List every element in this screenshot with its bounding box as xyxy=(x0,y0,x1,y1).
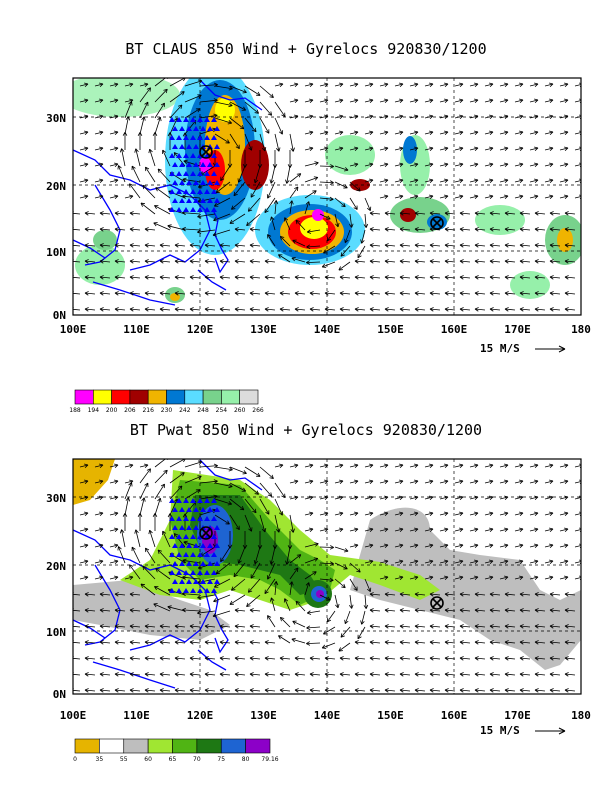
colorbar-label: 254 xyxy=(216,407,228,414)
colorbar-label: 242 xyxy=(179,407,191,414)
colorbar-swatch xyxy=(123,738,149,754)
x-tick-label: 160E xyxy=(441,323,468,336)
colorbar-label: 65 xyxy=(169,756,177,763)
panel1-title: BT CLAUS 850 Wind + Gyrelocs 920830/1200 xyxy=(125,40,487,58)
colorbar-label: 266 xyxy=(252,407,264,414)
colorbar-label: 188 xyxy=(69,407,81,414)
colorbar-swatch xyxy=(245,738,271,754)
x-tick-label: 120E xyxy=(187,709,214,722)
x-tick-label: 130E xyxy=(250,323,277,336)
y-tick-label: 20N xyxy=(46,560,66,573)
x-tick-label: 170E xyxy=(504,709,531,722)
gyre-location-icon xyxy=(430,216,444,230)
vector-reference-label: 15 M/S xyxy=(480,342,520,355)
colorbar-label: 200 xyxy=(106,407,118,414)
x-tick-label: 170E xyxy=(504,323,531,336)
colorbar-swatch xyxy=(129,389,149,405)
colorbar-label: 35 xyxy=(96,756,104,763)
colorbar-swatch xyxy=(99,738,125,754)
colorbar-swatch xyxy=(221,389,240,405)
colorbar-swatch xyxy=(147,738,173,754)
colorbar-label: 216 xyxy=(142,407,154,414)
colorbar-swatch xyxy=(74,738,100,754)
x-tick-label: 110E xyxy=(123,323,150,336)
x-tick-label: 120E xyxy=(187,323,214,336)
x-tick-label: 110E xyxy=(123,709,150,722)
colorbar-swatch xyxy=(184,389,204,405)
colorbar-swatch xyxy=(93,389,112,405)
y-tick-label: 0N xyxy=(53,309,66,322)
colorbar-label: 194 xyxy=(88,407,100,414)
colorbar-label: 75 xyxy=(217,756,225,763)
colorbar-swatch xyxy=(111,389,131,405)
y-tick-label: 10N xyxy=(46,246,66,259)
colorbar: 0 35 55 60 65 70 75 80 79.16 xyxy=(73,738,279,763)
y-tick-label: 0N xyxy=(53,688,66,701)
colorbar-label: 79.16 xyxy=(261,756,278,763)
x-tick-label: 150E xyxy=(377,709,404,722)
y-tick-label: 10N xyxy=(46,626,66,639)
station-markers xyxy=(169,117,220,212)
gyre-location-icon xyxy=(199,526,213,540)
x-tick-label: 150E xyxy=(377,323,404,336)
wind-vectors xyxy=(73,78,581,312)
colorbar-label: 230 xyxy=(161,407,173,414)
x-tick-label: 130E xyxy=(250,709,277,722)
colorbar-label: 55 xyxy=(120,756,128,763)
station-markers xyxy=(169,498,220,593)
x-tick-label: 180 xyxy=(571,323,591,336)
x-tick-label: 100E xyxy=(60,709,87,722)
colorbar-swatch xyxy=(196,738,222,754)
colorbar-label: 248 xyxy=(197,407,209,414)
x-tick-label: 100E xyxy=(60,323,87,336)
colorbar-label: 260 xyxy=(234,407,246,414)
colorbar-swatch xyxy=(220,738,246,754)
panel2-title: BT Pwat 850 Wind + Gyrelocs 920830/1200 xyxy=(129,421,483,439)
x-tick-label: 180 xyxy=(571,709,591,722)
wind-vectors xyxy=(73,459,581,693)
panel2-map xyxy=(72,458,582,695)
colorbar: 188 194 200 206 216 230 242 248 254 260 266 xyxy=(69,389,264,414)
y-tick-label: 30N xyxy=(46,492,66,505)
colorbar-label: 70 xyxy=(193,756,201,763)
panel1-map xyxy=(72,77,582,316)
colorbar-label: 206 xyxy=(124,407,136,414)
colorbar-label: 60 xyxy=(144,756,152,763)
y-tick-label: 20N xyxy=(46,180,66,193)
colorbar-swatch xyxy=(239,389,259,405)
x-tick-label: 140E xyxy=(314,709,341,722)
colorbar-swatch xyxy=(202,389,222,405)
x-tick-label: 140E xyxy=(314,323,341,336)
y-tick-label: 30N xyxy=(46,112,66,125)
colorbar-swatch xyxy=(166,389,186,405)
vector-reference-label: 15 M/S xyxy=(480,724,520,737)
colorbar-label: 80 xyxy=(242,756,250,763)
gyre-location-icon xyxy=(430,596,444,610)
colorbar-swatch xyxy=(147,389,167,405)
colorbar-swatch xyxy=(172,738,198,754)
colorbar-swatch xyxy=(74,389,94,405)
gyre-location-icon xyxy=(199,145,213,159)
colorbar-label: 0 xyxy=(73,756,77,763)
x-tick-label: 160E xyxy=(441,709,468,722)
